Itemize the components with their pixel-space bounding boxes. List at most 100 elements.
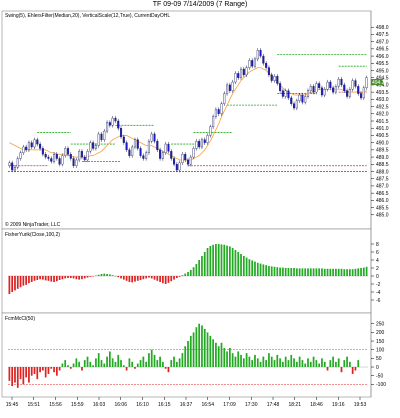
- cci-bar: [86, 356, 89, 368]
- candle-bar: [293, 103, 296, 109]
- fisher-bar: [117, 276, 120, 278]
- cci-bar: [282, 361, 284, 368]
- cci-axis-tick-label: -100: [376, 382, 386, 388]
- cci-bar: [69, 367, 72, 369]
- candle-bar: [198, 140, 201, 148]
- fisher-bar: [173, 276, 175, 280]
- fisher-panel[interactable]: [1, 228, 372, 314]
- cci-bar: [287, 360, 290, 368]
- window-title: TF 09-09 7/14/2009 (7 Range): [152, 1, 248, 8]
- cci-bar: [189, 335, 192, 368]
- fisher-bar: [326, 268, 329, 276]
- fisher-bar: [351, 269, 354, 276]
- cci-bar: [33, 367, 36, 374]
- price-panel[interactable]: [1, 10, 372, 230]
- fisher-bar: [268, 266, 270, 276]
- cci-bar: [293, 358, 295, 368]
- candle-bar: [97, 133, 100, 146]
- cci-bar: [284, 356, 287, 368]
- cci-bar: [307, 358, 309, 368]
- candle-bar: [315, 83, 318, 93]
- candle-bar: [11, 162, 14, 171]
- cci-bar: [343, 360, 346, 368]
- candle-bar: [145, 152, 148, 159]
- cci-bar: [312, 356, 315, 368]
- candle-bar: [114, 117, 117, 122]
- cci-bar: [254, 354, 256, 368]
- cci-bar: [14, 367, 16, 383]
- candle-bar: [103, 130, 106, 140]
- fisher-bar: [175, 276, 178, 278]
- fisher-bar: [192, 267, 195, 276]
- candle-bar: [234, 73, 237, 83]
- cci-bar: [195, 327, 198, 368]
- candle-bar: [131, 146, 134, 156]
- cci-bar: [100, 360, 103, 368]
- candle-bar: [16, 158, 19, 168]
- price-axis-tick-label: 487.0: [376, 184, 389, 190]
- cci-bar: [53, 367, 55, 373]
- price-axis-tick-label: 488.5: [376, 162, 389, 168]
- candle-bar: [69, 153, 72, 159]
- time-axis-tick-label: 19:53: [354, 402, 367, 408]
- candle-bar: [33, 139, 36, 148]
- fisher-bar: [11, 276, 14, 292]
- fisher-bar: [78, 276, 81, 280]
- fisher-bar: [142, 276, 145, 280]
- candle-bar: [47, 156, 50, 159]
- cci-bar: [97, 353, 100, 368]
- cci-bar: [251, 360, 254, 368]
- cci-bar: [81, 367, 83, 371]
- candle-bar: [337, 78, 340, 87]
- candle-bar: [164, 143, 167, 153]
- cci-panel[interactable]: [1, 312, 372, 398]
- fisher-bar: [348, 269, 351, 276]
- cci-bar: [326, 367, 329, 371]
- fisher-bar: [346, 269, 348, 276]
- cci-bar: [50, 367, 53, 369]
- time-axis-tick-label: 15:45: [6, 402, 19, 408]
- price-axis-tick-label: 489.0: [376, 155, 389, 161]
- cci-bar: [25, 367, 28, 378]
- fisher-bar: [106, 274, 108, 276]
- fisher-bar: [304, 268, 307, 276]
- price-series-layer: [8, 48, 368, 173]
- candle-bar: [226, 84, 229, 94]
- fisher-bar: [307, 268, 309, 276]
- cci-bar: [321, 358, 323, 368]
- fisher-bar: [332, 268, 334, 276]
- fisher-panel-label: FisherYurik(Close,100,2): [5, 232, 60, 238]
- time-axis-tick-label: 16:03: [93, 402, 106, 408]
- cci-bar: [357, 360, 360, 368]
- fisher-bar: [231, 248, 234, 276]
- fisher-bar: [273, 266, 276, 276]
- time-axis-tick-label: 16:15: [158, 402, 171, 408]
- candle-bar: [142, 155, 145, 159]
- cci-bar: [276, 354, 279, 368]
- fisher-bar: [30, 276, 33, 282]
- candle-bar: [55, 153, 58, 159]
- fisher-bar: [251, 260, 254, 276]
- cci-bar: [75, 358, 78, 368]
- cci-axis-tick-label: 250: [376, 322, 385, 328]
- cci-bar: [348, 361, 351, 368]
- fisher-bar: [86, 276, 89, 278]
- cci-bar: [122, 365, 125, 368]
- cci-bar: [55, 367, 58, 376]
- candle-bar: [25, 146, 28, 151]
- price-axis-tick-label: 485.0: [376, 213, 389, 219]
- cci-bar: [245, 353, 248, 368]
- candle-bar: [61, 155, 64, 165]
- fisher-bar: [114, 276, 117, 277]
- price-axis-tick-label: 485.5: [376, 205, 389, 211]
- cci-axis-tick-label: 150: [376, 339, 385, 345]
- cci-bar: [198, 323, 201, 368]
- cci-bar: [64, 360, 67, 368]
- candle-bar: [184, 153, 187, 161]
- candle-bar: [139, 148, 142, 156]
- cci-bar: [212, 339, 214, 368]
- fisher-bar: [357, 268, 360, 276]
- time-axis-tick-label: 17:48: [267, 402, 280, 408]
